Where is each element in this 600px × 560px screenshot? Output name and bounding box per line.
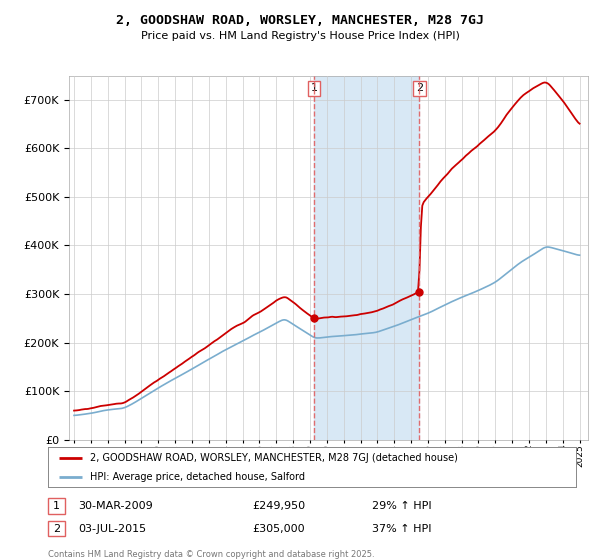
- Text: 30-MAR-2009: 30-MAR-2009: [78, 501, 153, 511]
- Text: £249,950: £249,950: [252, 501, 305, 511]
- Text: 29% ↑ HPI: 29% ↑ HPI: [372, 501, 431, 511]
- Text: 1: 1: [311, 83, 317, 94]
- Text: £305,000: £305,000: [252, 524, 305, 534]
- Text: 2, GOODSHAW ROAD, WORSLEY, MANCHESTER, M28 7GJ (detached house): 2, GOODSHAW ROAD, WORSLEY, MANCHESTER, M…: [90, 453, 458, 463]
- Text: 1: 1: [53, 501, 60, 511]
- Text: 2: 2: [416, 83, 423, 94]
- Bar: [314, 76, 419, 440]
- Text: Contains HM Land Registry data © Crown copyright and database right 2025.
This d: Contains HM Land Registry data © Crown c…: [48, 550, 374, 560]
- Text: HPI: Average price, detached house, Salford: HPI: Average price, detached house, Salf…: [90, 472, 305, 482]
- Text: 2: 2: [53, 524, 60, 534]
- Text: 03-JUL-2015: 03-JUL-2015: [78, 524, 146, 534]
- Text: 37% ↑ HPI: 37% ↑ HPI: [372, 524, 431, 534]
- Text: Price paid vs. HM Land Registry's House Price Index (HPI): Price paid vs. HM Land Registry's House …: [140, 31, 460, 41]
- Text: 2, GOODSHAW ROAD, WORSLEY, MANCHESTER, M28 7GJ: 2, GOODSHAW ROAD, WORSLEY, MANCHESTER, M…: [116, 14, 484, 27]
